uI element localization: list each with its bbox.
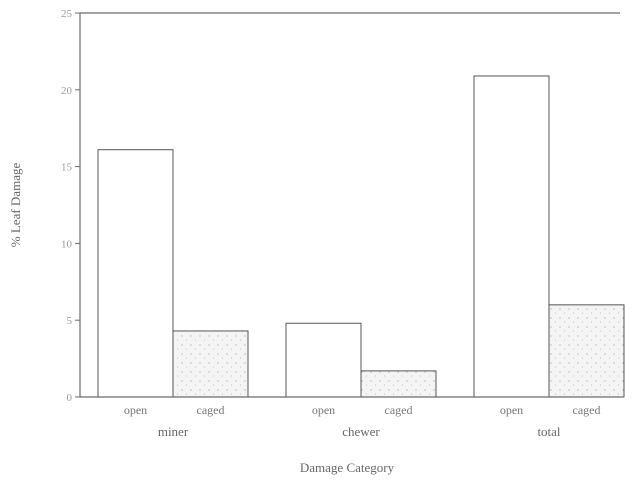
bar-miner-caged <box>172 330 249 398</box>
bar-total-caged <box>548 304 625 398</box>
bar-chewer-caged <box>360 370 437 398</box>
tick-label-miner-caged: caged <box>197 403 225 417</box>
y-axis-title: % Leaf Damage <box>8 163 23 248</box>
y-tick-label-5: 5 <box>67 315 73 327</box>
x-axis-title: Damage Category <box>300 460 395 475</box>
axes-layer <box>75 12 620 398</box>
tick-label-miner-open: open <box>124 403 147 417</box>
tick-label-total-caged: caged <box>573 403 601 417</box>
y-tick-label-0: 0 <box>67 392 73 404</box>
bar-chewer-open <box>285 322 362 398</box>
group-label-chewer: chewer <box>342 424 380 439</box>
tick-label-chewer-open: open <box>312 403 335 417</box>
tick-label-chewer-caged: caged <box>385 403 413 417</box>
bars-layer <box>97 75 625 398</box>
y-tick-label-20: 20 <box>61 85 73 97</box>
y-tick-label-25: 25 <box>61 8 73 20</box>
tick-label-total-open: open <box>500 403 523 417</box>
bar-total-open <box>473 75 550 398</box>
bar-miner-open <box>97 149 174 398</box>
y-tick-label-10: 10 <box>61 238 73 250</box>
group-label-miner: miner <box>158 424 189 439</box>
y-tick-label-15: 15 <box>61 162 73 174</box>
group-label-total: total <box>537 424 560 439</box>
